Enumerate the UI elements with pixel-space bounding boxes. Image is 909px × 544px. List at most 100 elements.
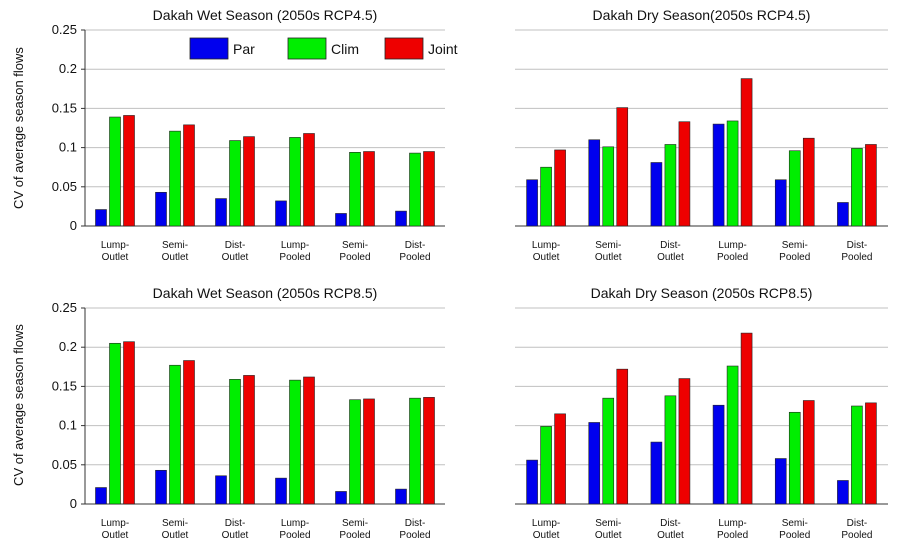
x-tick-label-line: Dist- [405,240,426,251]
x-tick-label-line: Outlet [595,252,622,263]
x-tick-label: Semi-Pooled [339,240,370,263]
x-tick-label-line: Outlet [657,252,684,263]
bar-clim-semi-pooled [788,150,801,227]
bar-joint-dist-outlet [678,378,691,505]
y-tick-label: 0.05 [52,179,77,194]
bar-joint-dist-outlet [243,136,255,227]
x-tick-label-line: Semi- [162,518,188,529]
bar-clim-dist-pooled [409,397,421,505]
x-tick-label-line: Lump- [718,518,746,529]
bar-par-dist-outlet [215,198,227,227]
x-tick-label: Dist-Outlet [222,240,249,263]
bar-par-lump-outlet [526,179,538,227]
y-tick-label: 0.25 [52,22,77,37]
bar-clim-dist-pooled [851,405,863,505]
bar-joint-dist-pooled [423,151,435,227]
x-tick-label: Dist-Outlet [657,240,684,263]
x-tick-label-line: Semi- [595,240,621,251]
x-tick-label-line: Dist- [225,240,246,251]
x-tick-label-line: Pooled [717,252,748,263]
x-tick-label: Dist-Outlet [657,518,684,541]
bar-clim-semi-outlet [169,130,181,227]
bar-par-semi-outlet [588,422,601,505]
x-tick-label: Lump-Pooled [717,240,748,263]
bar-clim-dist-pooled [409,152,421,227]
x-tick-label-line: Outlet [595,530,622,541]
bar-par-dist-pooled [395,210,407,227]
y-tick-label: 0.1 [59,418,77,433]
bar-joint-semi-pooled [363,398,375,505]
bar-joint-dist-outlet [678,121,691,227]
x-tick-label-line: Semi- [342,518,368,529]
y-tick-label: 0.1 [59,140,77,155]
y-tick-label: 0.05 [52,457,77,472]
chart-panel-4: Dakah Dry Season (2050s RCP8.5) Lump- Outl… [515,285,888,541]
bar-par-lump-pooled [712,404,725,505]
y-axis-label-bottom: CV of average season flows [11,324,26,486]
x-tick-label-line: Outlet [102,530,129,541]
bar-joint-dist-pooled [865,402,877,505]
chart-panel-1: Dakah Wet Season (2050s RCP4.5) 0 0.05 0.1 0… [52,7,445,263]
x-tick-label-line: Pooled [279,530,310,541]
x-tick-label-line: Semi- [162,240,188,251]
bar-clim-lump-pooled [726,120,739,227]
x-tick-label-line: Dist- [405,518,426,529]
bar-joint-semi-pooled [802,137,815,227]
bar-clim-lump-outlet [540,166,552,227]
x-tick-label: Dist-Pooled [841,518,872,541]
x-tick-label-line: Lump- [101,240,129,251]
x-tick-label-line: Outlet [102,252,129,263]
bar-par-semi-pooled [774,179,787,227]
panels: Dakah Wet Season (2050s RCP4.5) 0 0.05 0.1 0… [52,7,888,541]
x-tick-label-line: Pooled [717,530,748,541]
x-tick-label-line: Outlet [657,530,684,541]
bar-par-dist-pooled [395,488,407,505]
bar-clim-dist-outlet [664,395,677,505]
bar-clim-lump-outlet [109,342,121,505]
x-tick-label-line: Dist- [847,518,868,529]
legend-label-par: Par [233,41,255,57]
bar-clim-semi-outlet [602,397,615,505]
y-tick-label: 0 [70,218,77,233]
bar-clim-semi-pooled [788,411,801,505]
chart-title: Dakah Dry Season (2050s RCP8.5) [591,285,813,301]
x-tick-label: Lump-Pooled [717,518,748,541]
x-tick-label-line: Semi- [782,518,808,529]
x-tick-label-line: Dist- [660,518,681,529]
bar-par-lump-pooled [712,123,725,227]
bar-clim-lump-pooled [726,365,739,505]
x-tick-label-line: Pooled [279,252,310,263]
x-tick-label-line: Lump- [532,240,560,251]
bar-joint-semi-outlet [616,368,629,505]
x-tick-label-line: Semi- [782,240,808,251]
x-tick-label-line: Pooled [779,252,810,263]
y-tick-label: 0.2 [59,61,77,76]
chart-panel-3: Dakah Wet Season (2050s RCP8.5) 0 0.05 0.1 0… [52,285,445,541]
bar-clim-semi-outlet [602,146,615,227]
chart-title: Dakah Wet Season (2050s RCP8.5) [153,285,378,301]
y-tick-label: 0.15 [52,100,77,115]
y-tick-label: 0 [70,496,77,511]
bar-par-dist-pooled [837,480,849,505]
x-tick-label-line: Outlet [222,252,249,263]
y-axis-label-top: CV of average season flows [11,47,26,209]
x-tick-label-line: Semi- [595,518,621,529]
bar-par-dist-pooled [837,202,849,227]
bar-clim-dist-outlet [229,379,241,505]
x-tick-label: Semi-Outlet [595,518,622,541]
x-tick-label-line: Pooled [779,530,810,541]
x-tick-label: Lump-Pooled [279,518,310,541]
x-tick-label-line: Lump- [718,240,746,251]
chart-title: Dakah Wet Season (2050s RCP4.5) [153,7,378,23]
x-tick-label-line: Pooled [841,530,872,541]
x-tick-label-line: Pooled [339,530,370,541]
x-tick-label: Lump-Outlet [101,240,129,263]
bar-joint-lump-outlet [554,149,566,227]
x-tick-label-line: Pooled [841,252,872,263]
x-tick-label: Lump-Outlet [532,240,560,263]
bar-par-dist-outlet [650,441,663,505]
y-tick-label: 0.2 [59,339,77,354]
legend-label-joint: Joint [428,41,458,57]
bar-clim-lump-outlet [540,426,552,505]
x-tick-label-line: Outlet [162,252,189,263]
